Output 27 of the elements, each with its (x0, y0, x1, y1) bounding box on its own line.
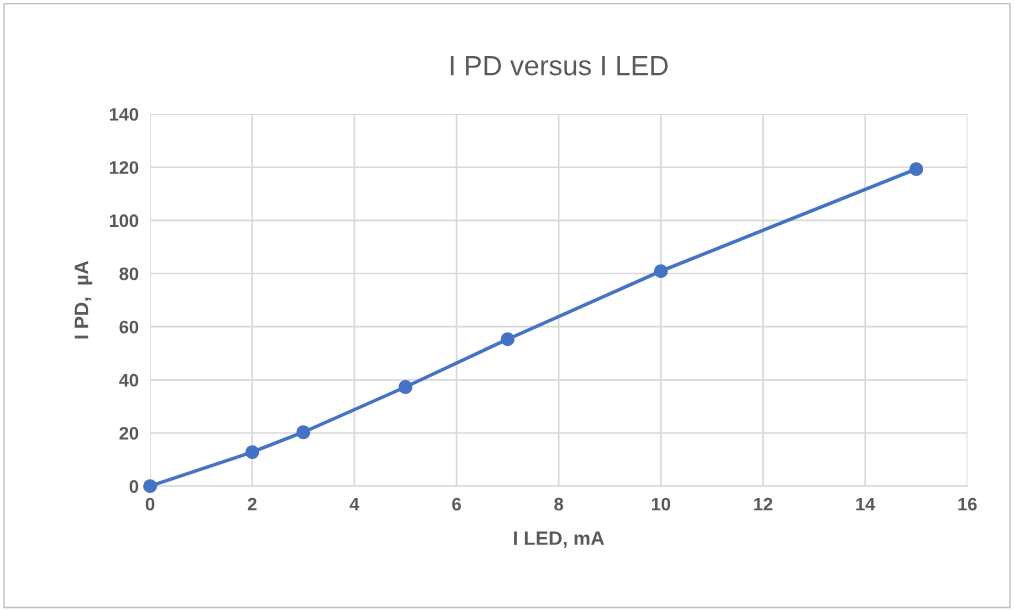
point (398, 380, 413, 394)
point (143, 479, 158, 494)
point (909, 162, 924, 177)
y-tick-label: 0 (129, 480, 139, 493)
x-tick-label: 14 (856, 497, 876, 511)
chart-title: I PD versus I LED (450, 56, 668, 76)
y-tick-label: 20 (119, 426, 139, 440)
x-axis-title: I LED, mA (514, 531, 605, 548)
y-tick-label: 100 (109, 214, 139, 228)
x-tick-label: 4 (349, 497, 360, 511)
point (500, 332, 515, 347)
x-tick-label: 12 (754, 497, 773, 511)
point (653, 264, 668, 279)
y-tick-label: 120 (109, 161, 139, 174)
y-tick-label: 80 (119, 267, 139, 281)
x-tick-label: 16 (958, 497, 977, 511)
y-tick-label: 40 (119, 373, 139, 387)
point (245, 445, 260, 460)
y-tick-label: 140 (109, 108, 139, 121)
x-tick-label: 6 (452, 497, 461, 511)
x-tick-label: 10 (651, 497, 671, 511)
x-tick-label: 0 (145, 497, 155, 511)
x-tick-label: 8 (554, 497, 564, 511)
y-tick-label: 60 (119, 320, 139, 334)
x-tick-label: 2 (247, 497, 257, 511)
point (296, 425, 311, 440)
y-axis-title: I PD, µA (74, 261, 93, 339)
